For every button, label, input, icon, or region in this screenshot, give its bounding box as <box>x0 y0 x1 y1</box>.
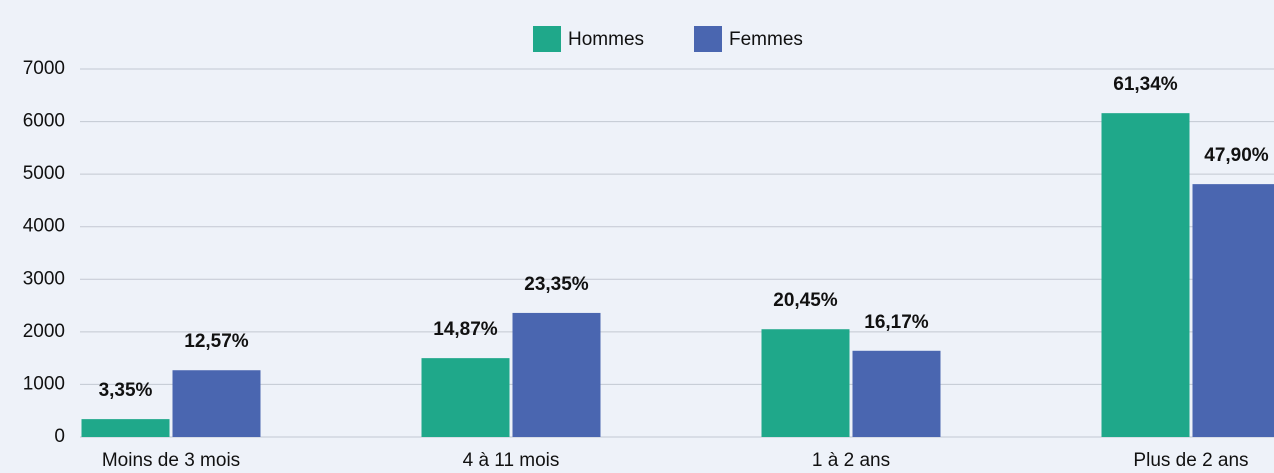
legend-swatch <box>533 26 561 52</box>
bar <box>1101 113 1190 437</box>
bar <box>1192 184 1274 437</box>
bar <box>852 350 941 437</box>
y-tick-label: 7000 <box>23 58 65 79</box>
x-tick-label: 1 à 2 ans <box>812 450 890 471</box>
data-label: 20,45% <box>773 290 838 311</box>
data-label: 12,57% <box>184 331 249 352</box>
legend-label: Femmes <box>729 29 803 50</box>
bar <box>512 312 601 437</box>
y-tick-label: 6000 <box>23 111 65 132</box>
bar <box>172 370 261 437</box>
data-label: 47,90% <box>1204 145 1269 166</box>
y-tick-label: 5000 <box>23 163 65 184</box>
x-tick-label: Moins de 3 mois <box>102 450 240 471</box>
data-label: 14,87% <box>433 319 498 340</box>
data-label: 16,17% <box>864 312 929 333</box>
legend-label: Hommes <box>568 29 644 50</box>
x-tick-label: Plus de 2 ans <box>1133 450 1248 471</box>
y-tick-label: 3000 <box>23 268 65 289</box>
data-label: 3,35% <box>99 380 153 401</box>
y-tick-label: 4000 <box>23 216 65 237</box>
data-label: 61,34% <box>1113 74 1178 95</box>
y-tick-label: 2000 <box>23 321 65 342</box>
bar <box>421 358 510 437</box>
y-tick-label: 1000 <box>23 373 65 394</box>
y-tick-label: 0 <box>54 426 65 447</box>
x-tick-label: 4 à 11 mois <box>463 450 560 471</box>
legend-swatch <box>694 26 722 52</box>
bar <box>761 329 850 437</box>
data-label: 23,35% <box>524 274 589 295</box>
bar <box>81 419 170 437</box>
